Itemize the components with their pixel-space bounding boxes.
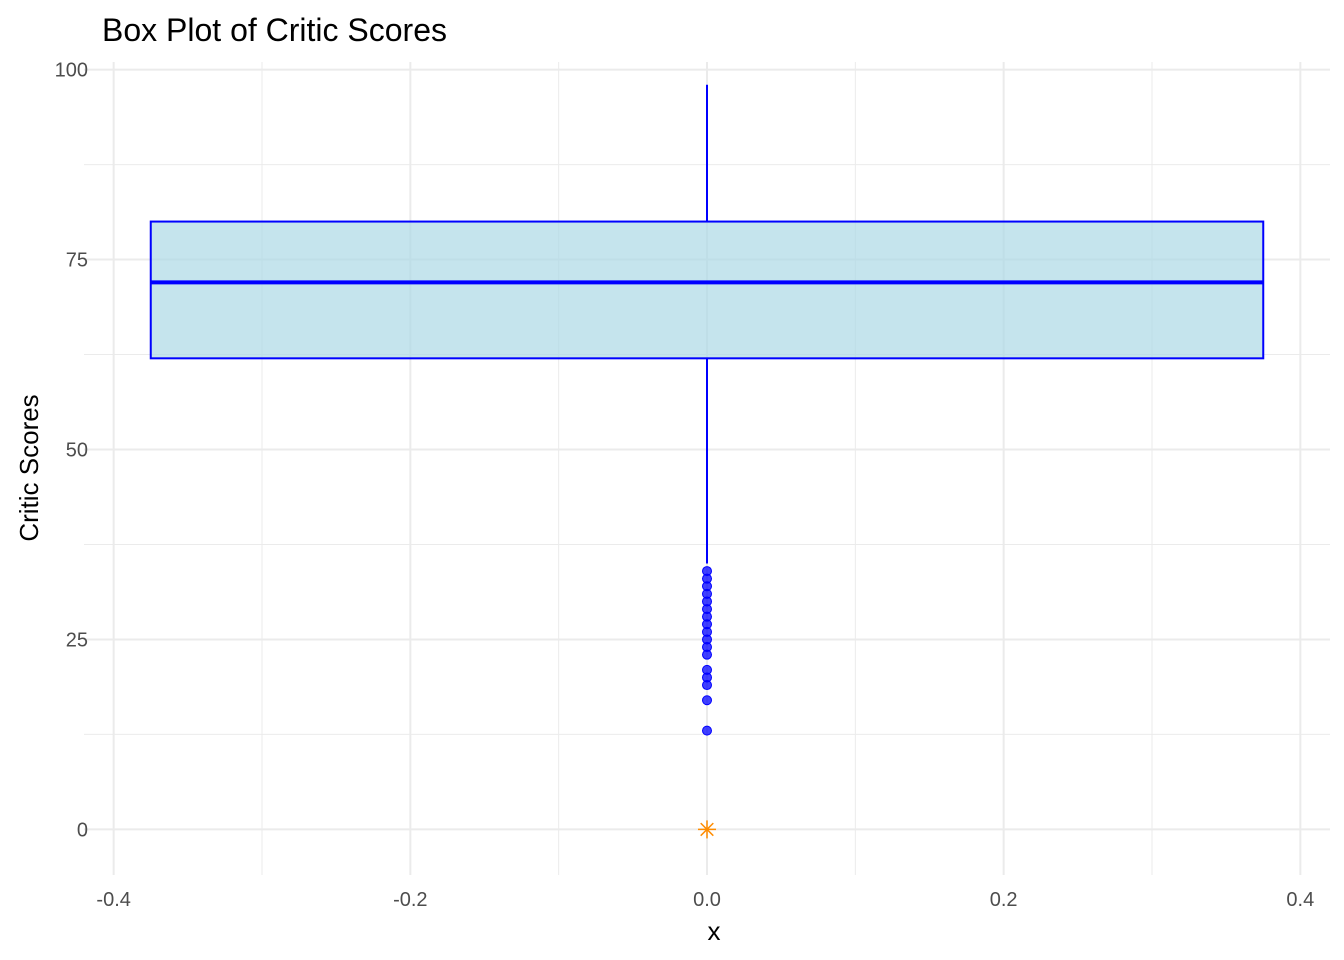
x-tick-label: 0.4: [1286, 889, 1314, 911]
x-axis-title: x: [708, 916, 721, 946]
chart-title: Box Plot of Critic Scores: [102, 12, 447, 48]
outlier-point: [702, 725, 712, 736]
x-tick-label: 0.0: [693, 889, 721, 911]
y-tick-label: 0: [77, 819, 88, 841]
iqr-box: [149, 220, 1265, 360]
x-tick-label: 0.2: [990, 889, 1018, 911]
y-tick-label: 25: [66, 629, 88, 651]
outlier-point: [702, 649, 712, 660]
y-tick-label: 50: [66, 440, 88, 462]
plot-marks: [149, 84, 1265, 839]
y-tick-label: 75: [66, 250, 88, 272]
tick-labels: -0.4 -0.2 0.0 0.2 0.4 0 25 50 75 100: [55, 60, 1315, 911]
mean-marker: [698, 820, 716, 839]
y-axis-title: Critic Scores: [14, 394, 44, 541]
x-tick-label: -0.2: [393, 889, 427, 911]
mean-marker-stroke: [700, 822, 714, 837]
x-tick-label: -0.4: [96, 889, 130, 911]
y-tick-label: 100: [55, 60, 88, 82]
outlier-point: [702, 680, 712, 691]
outlier-point: [702, 695, 712, 706]
